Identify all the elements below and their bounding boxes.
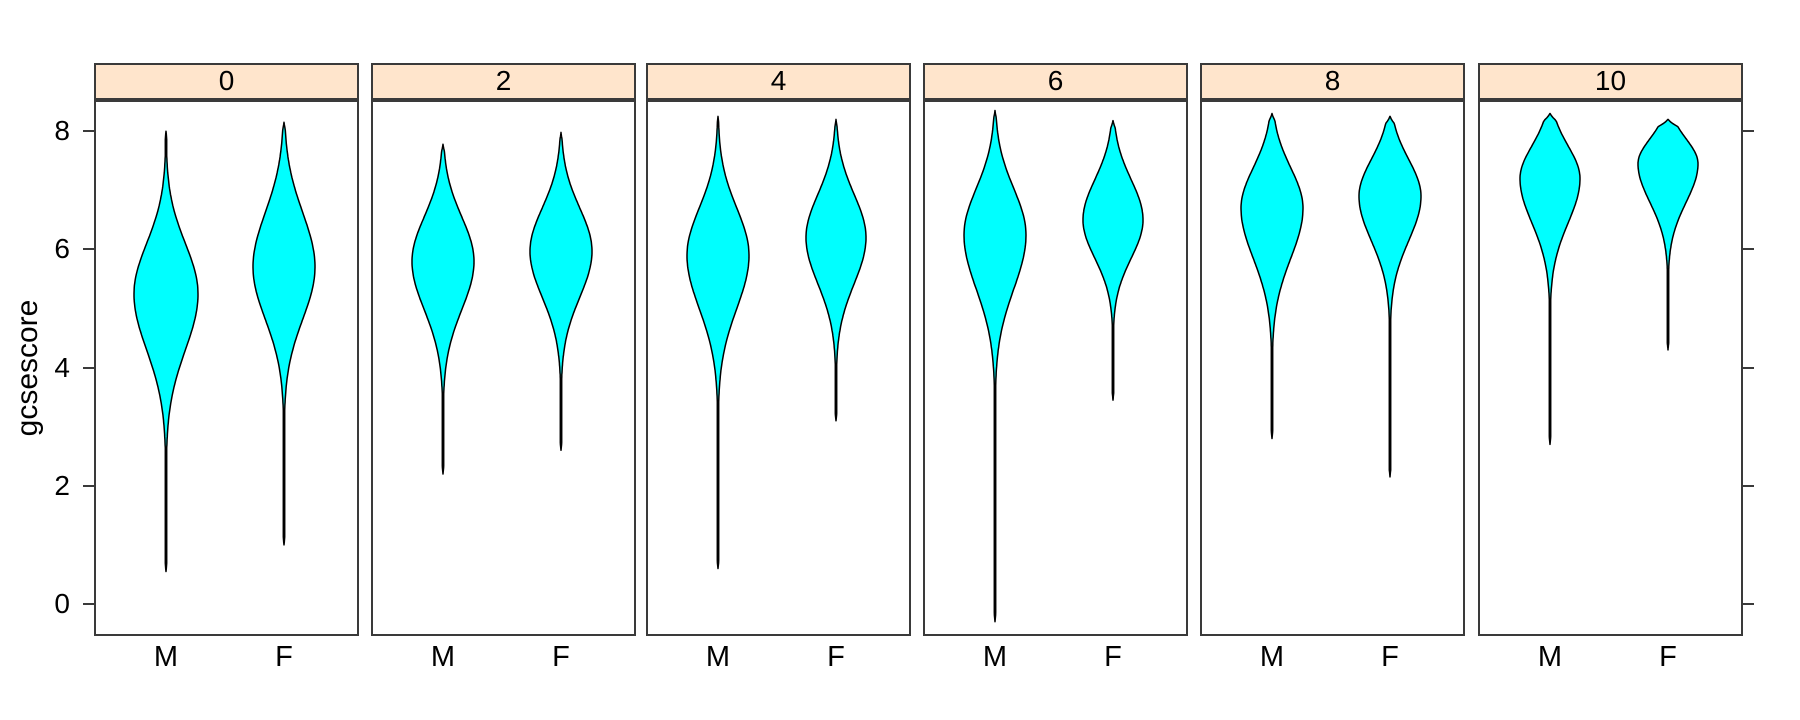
facet-panel xyxy=(646,100,911,636)
facet-strip: 6 xyxy=(923,63,1188,100)
violin-f xyxy=(1637,118,1699,351)
violin-m xyxy=(963,109,1027,623)
facet-strip-label: 6 xyxy=(1047,65,1064,96)
panel-canvas xyxy=(1519,112,1699,446)
facet-strip-label: 0 xyxy=(218,65,235,96)
y-tick-mark-left xyxy=(83,248,94,251)
panel-canvas xyxy=(1240,112,1422,478)
violin-m xyxy=(133,130,199,573)
panel-canvas xyxy=(963,109,1144,623)
x-group-label: M xyxy=(1537,641,1563,673)
violin-m xyxy=(411,143,475,475)
y-tick-mark-right xyxy=(1743,603,1754,605)
y-tick-mark-left xyxy=(83,130,94,133)
violin-f xyxy=(529,131,593,452)
facet-strip: 2 xyxy=(371,63,636,100)
y-tick-mark-right xyxy=(1743,130,1754,133)
facet-panel xyxy=(1200,100,1465,636)
x-group-label: F xyxy=(1104,641,1122,673)
panel-canvas xyxy=(411,131,593,475)
y-tick-mark-left xyxy=(83,603,94,605)
x-group-label: M xyxy=(1259,641,1285,673)
violin-f xyxy=(1082,119,1144,401)
facet-strip-label: 2 xyxy=(495,65,512,96)
facet-panel xyxy=(371,100,636,636)
facet-strip-label: 8 xyxy=(1324,65,1341,96)
facet-panel xyxy=(923,100,1188,636)
facet-strip-label: 4 xyxy=(770,65,787,96)
violin-f xyxy=(1358,115,1422,478)
violin-m xyxy=(1519,112,1581,446)
violin-m xyxy=(1240,112,1304,440)
y-tick-label: 8 xyxy=(54,115,70,147)
y-tick-mark-left xyxy=(83,366,94,369)
panel-canvas xyxy=(133,121,316,573)
violin-f xyxy=(252,121,316,546)
facet-strip-label: 10 xyxy=(1594,65,1627,96)
facet-strip: 10 xyxy=(1478,63,1743,100)
y-tick-mark-right xyxy=(1743,366,1754,369)
y-tick-mark-right xyxy=(1743,248,1754,251)
facet-strip: 0 xyxy=(94,63,359,100)
y-tick-mark-right xyxy=(1743,484,1754,487)
x-group-label: M xyxy=(982,641,1008,673)
violin-m xyxy=(686,115,750,570)
y-tick-label: 0 xyxy=(54,588,70,619)
facet-strip: 8 xyxy=(1200,63,1465,100)
x-group-label: F xyxy=(275,641,293,673)
facet-panel xyxy=(1478,100,1743,636)
y-tick-label: 6 xyxy=(54,233,70,265)
x-group-label: M xyxy=(430,641,456,673)
facet-strip: 4 xyxy=(646,63,911,100)
facet-panel xyxy=(94,100,359,636)
panel-canvas xyxy=(686,115,867,570)
y-tick-label: 2 xyxy=(54,469,70,501)
x-group-label: F xyxy=(1381,641,1399,673)
y-tick-mark-left xyxy=(83,484,94,487)
violin-f xyxy=(805,118,867,422)
x-group-label: F xyxy=(827,641,845,673)
x-group-label: F xyxy=(552,641,570,673)
x-group-label: F xyxy=(1659,641,1677,673)
x-group-label: M xyxy=(153,641,179,673)
x-group-label: M xyxy=(705,641,731,673)
y-tick-label: 4 xyxy=(54,351,70,383)
